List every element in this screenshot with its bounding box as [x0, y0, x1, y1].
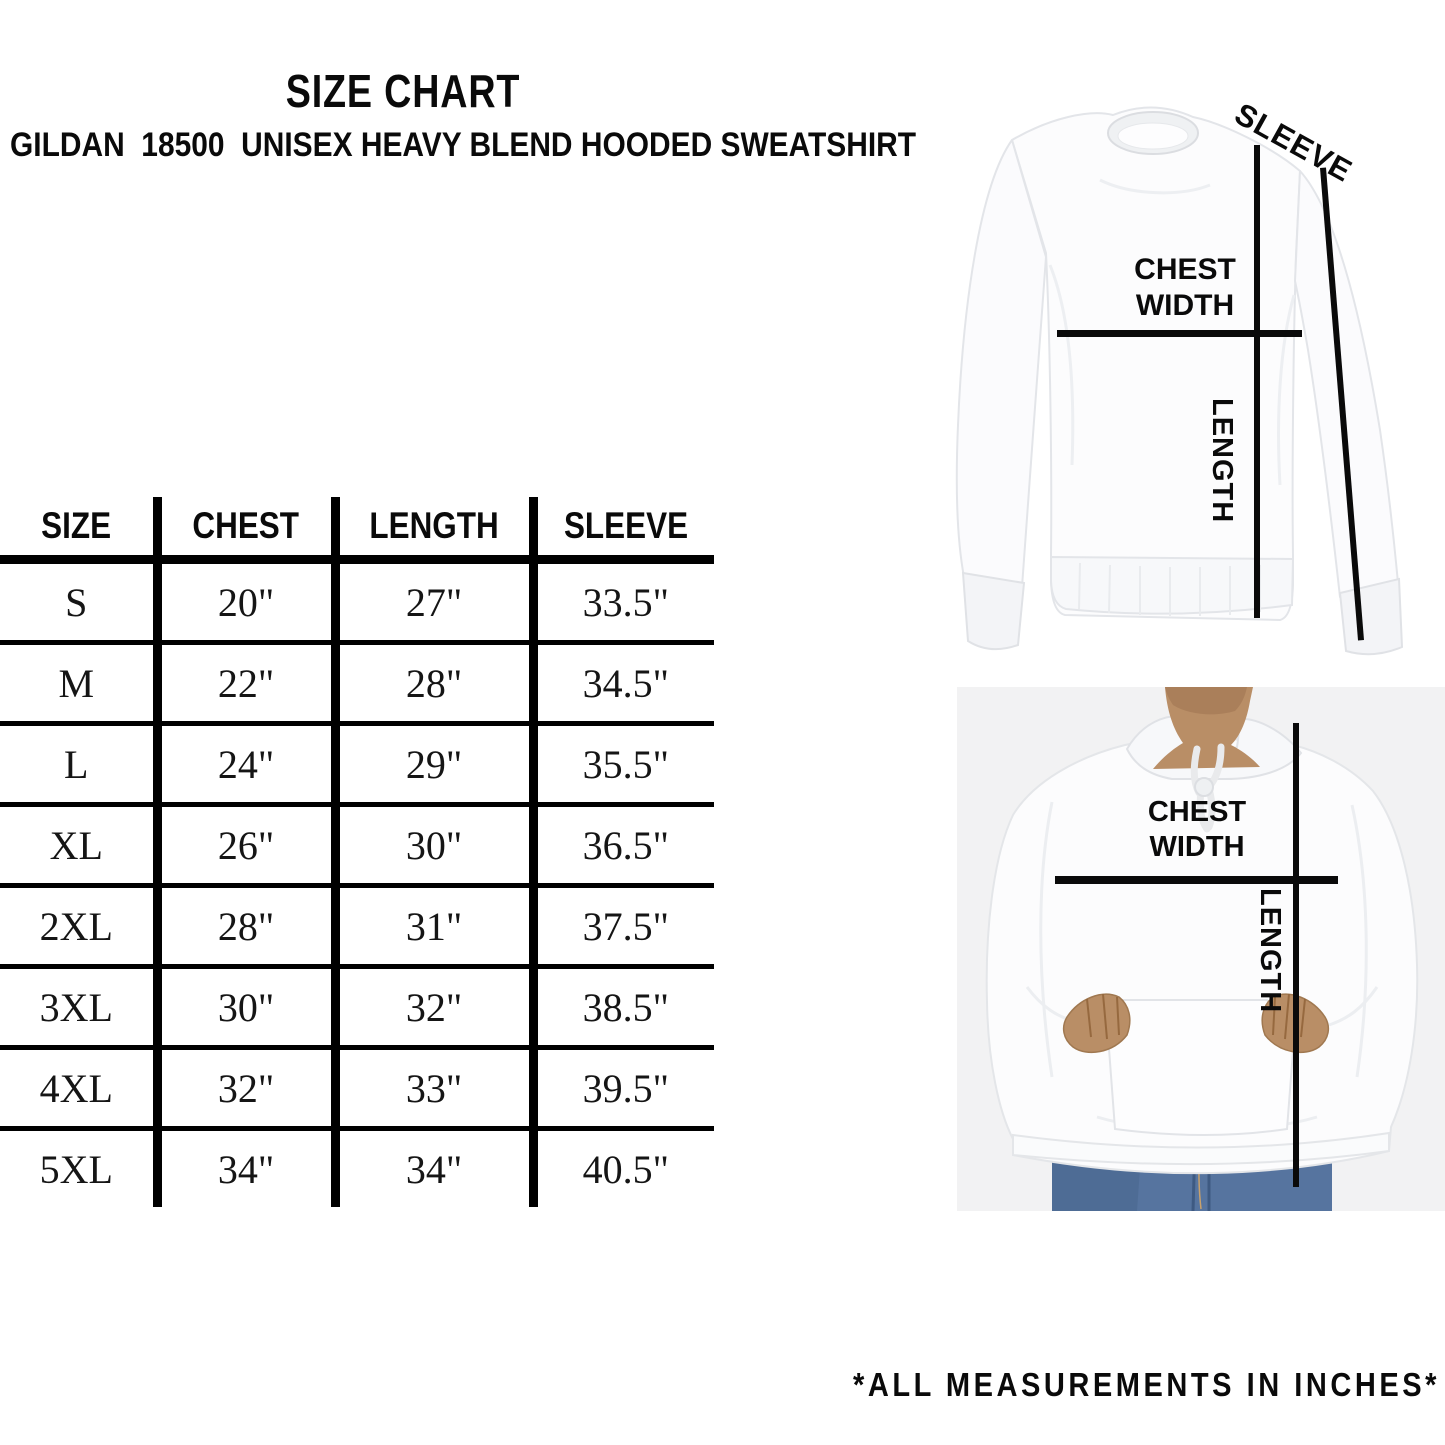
cell-size: 2XL: [0, 885, 162, 969]
footer-note-wrap: *ALL MEASUREMENTS IN INCHES*: [760, 1366, 1440, 1404]
page-title: SIZE CHART: [285, 65, 521, 117]
length-line-flat: [1254, 145, 1260, 618]
table-row: 5XL 34" 34" 40.5": [0, 1128, 714, 1207]
collar-inner: [1117, 122, 1189, 150]
cell-size: M: [0, 642, 162, 726]
cell-length: 27": [335, 559, 538, 645]
left-hand: [1062, 993, 1131, 1054]
col-header-sleeve: SLEEVE: [533, 497, 714, 564]
cell-chest: 34": [157, 1128, 340, 1207]
table-row: 3XL 30" 32" 38.5": [0, 966, 714, 1050]
cell-chest: 28": [157, 885, 340, 969]
length-label-model: LENGTH: [1254, 888, 1286, 1014]
cell-length: 31": [335, 885, 538, 969]
chest-width-label-model: CHEST WIDTH: [1147, 796, 1247, 863]
cell-size: 3XL: [0, 966, 162, 1050]
table-row: 4XL 32" 33" 39.5": [0, 1047, 714, 1131]
model-hoodie-photo: [957, 687, 1445, 1211]
cell-length: 33": [335, 1047, 538, 1131]
table-row: L 24" 29" 35.5": [0, 723, 714, 807]
length-line-model: [1293, 723, 1299, 1187]
cell-sleeve: 40.5": [582, 1146, 669, 1192]
left-sleeve: [955, 139, 1047, 588]
cell-length: 29": [335, 723, 538, 807]
table-row: 2XL 28" 31" 37.5": [0, 885, 714, 969]
cell-sleeve: 34.5": [533, 642, 714, 726]
hem-ribbing: [1078, 562, 1261, 616]
chest-width-line-flat: [1057, 330, 1302, 337]
col-header-length: LENGTH: [335, 497, 538, 564]
table-row: XL 26" 30" 36.5": [0, 804, 714, 888]
length-label-flat: LENGTH: [1206, 398, 1238, 524]
hoodie-body: [985, 738, 1419, 1175]
table-row: S 20" 27" 33.5": [0, 559, 714, 645]
cell-chest: 26": [157, 804, 340, 888]
product-subtitle-wrap: GILDAN 18500 UNISEX HEAVY BLEND HOODED S…: [10, 126, 1040, 165]
drawstring-knot: [1194, 777, 1214, 797]
kangaroo-pocket: [1105, 999, 1297, 1136]
cell-sleeve: 39.5": [533, 1047, 714, 1131]
chest-width-label-flat: CHEST WIDTH: [1134, 253, 1236, 322]
footer-note: *ALL MEASUREMENTS IN INCHES*: [853, 1366, 1440, 1403]
cell-chest: 32": [157, 1047, 340, 1131]
cell-chest: 20": [157, 559, 340, 645]
flat-sweatshirt-photo: [955, 106, 1404, 656]
cell-size: L: [0, 723, 162, 807]
fabric-folds: [1048, 178, 1296, 486]
neck-shadow: [1165, 687, 1247, 715]
cell-length: 34": [335, 1128, 538, 1207]
cell-size: S: [0, 559, 162, 645]
page-header: SIZE CHART: [200, 64, 606, 118]
right-sleeve: [1294, 170, 1399, 598]
cell-sleeve: 33.5": [533, 559, 714, 645]
cell-size: 5XL: [0, 1128, 162, 1207]
cell-length: 30": [335, 804, 538, 888]
cell-sleeve: 36.5": [533, 804, 714, 888]
cell-length: 28": [335, 642, 538, 726]
cell-length: 32": [335, 966, 538, 1050]
chest-width-line-model: [1055, 876, 1338, 884]
size-chart-table: SIZE CHEST LENGTH SLEEVE S 20" 27" 33.5"…: [0, 497, 714, 1207]
cell-sleeve: 38.5": [533, 966, 714, 1050]
right-cuff: [1338, 577, 1404, 656]
sweatshirt-body: [1011, 106, 1301, 621]
cell-sleeve: 35.5": [533, 723, 714, 807]
left-cuff: [961, 571, 1026, 651]
col-header-size: SIZE: [0, 497, 162, 564]
table-header-row: SIZE CHEST LENGTH SLEEVE: [0, 497, 714, 564]
product-subtitle: GILDAN 18500 UNISEX HEAVY BLEND HOODED S…: [10, 126, 917, 164]
cell-size: 4XL: [0, 1047, 162, 1131]
col-header-chest: CHEST: [157, 497, 340, 564]
cell-chest: 22": [157, 642, 340, 726]
cell-chest: 24": [157, 723, 340, 807]
cell-chest: 30": [157, 966, 340, 1050]
table-row: M 22" 28" 34.5": [0, 642, 714, 726]
cell-sleeve: 37.5": [533, 885, 714, 969]
cell-size: XL: [0, 804, 162, 888]
